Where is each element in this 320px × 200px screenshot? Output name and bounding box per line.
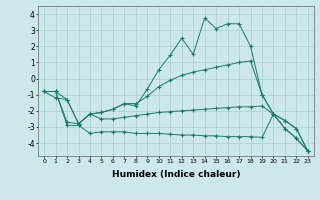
X-axis label: Humidex (Indice chaleur): Humidex (Indice chaleur) [112,170,240,179]
